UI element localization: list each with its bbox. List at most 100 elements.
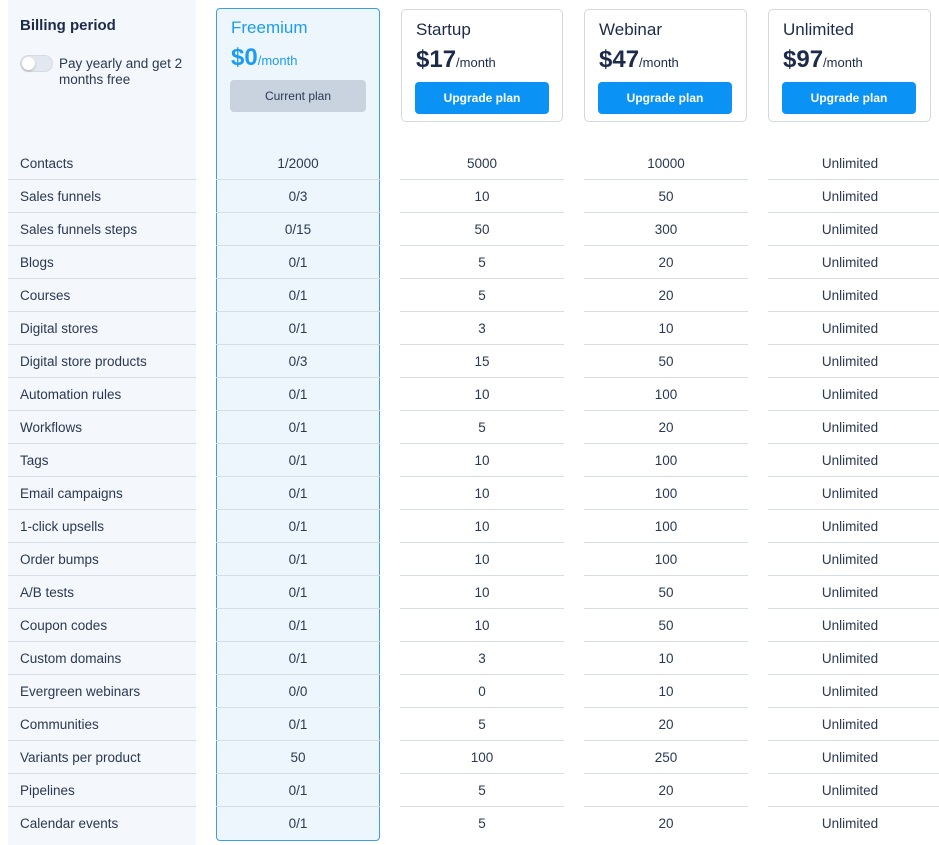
row-divider	[8, 443, 196, 444]
pay-yearly-toggle[interactable]	[20, 55, 53, 72]
feature-row: Automation rules 0/1 10 100 Unlimited	[8, 378, 939, 411]
row-divider	[400, 674, 564, 675]
feature-value: 20	[658, 717, 674, 732]
feature-label: Order bumps	[20, 552, 99, 567]
feature-row: Blogs 0/1 5 20 Unlimited	[8, 246, 939, 279]
row-divider	[768, 212, 939, 213]
feature-row: Calendar events 0/1 5 20 Unlimited	[8, 807, 939, 840]
feature-row: Communities 0/1 5 20 Unlimited	[8, 708, 939, 741]
row-divider	[768, 773, 939, 774]
feature-value: 0/1	[288, 420, 308, 435]
feature-value: 50	[658, 354, 674, 369]
feature-row: Sales funnels steps 0/15 50 300 Unlimited	[8, 213, 939, 246]
feature-row: Evergreen webinars 0/0 0 10 Unlimited	[8, 675, 939, 708]
row-divider	[400, 179, 564, 180]
row-divider	[400, 212, 564, 213]
row-divider	[216, 806, 380, 807]
row-divider	[584, 377, 748, 378]
feature-row: Sales funnels 0/3 10 50 Unlimited	[8, 180, 939, 213]
row-divider	[216, 410, 380, 411]
feature-value: 0/0	[288, 684, 308, 699]
feature-row: Digital stores 0/1 3 10 Unlimited	[8, 312, 939, 345]
feature-value: 20	[658, 255, 674, 270]
row-divider	[8, 344, 196, 345]
row-divider	[400, 509, 564, 510]
upgrade-plan-button[interactable]: Upgrade plan	[415, 82, 549, 114]
plan-name: Startup	[416, 20, 471, 39]
feature-row: Coupon codes 0/1 10 50 Unlimited	[8, 609, 939, 642]
row-divider	[8, 806, 196, 807]
row-divider	[584, 641, 748, 642]
price-amount: $0	[231, 44, 258, 71]
feature-label: Workflows	[20, 420, 83, 435]
feature-value: 50	[658, 618, 674, 633]
row-divider	[8, 608, 196, 609]
upgrade-plan-button[interactable]: Upgrade plan	[598, 82, 732, 114]
feature-value: 10	[474, 552, 490, 567]
row-divider	[768, 245, 939, 246]
feature-value: Unlimited	[821, 156, 879, 171]
feature-label: Digital stores	[20, 321, 99, 336]
feature-value: 10	[474, 519, 490, 534]
current-plan-button[interactable]: Current plan	[230, 80, 366, 112]
feature-value: Unlimited	[821, 651, 879, 666]
feature-label: Courses	[20, 288, 71, 303]
row-divider	[216, 707, 380, 708]
row-divider	[216, 641, 380, 642]
feature-value: 0/1	[288, 552, 308, 567]
row-divider	[768, 377, 939, 378]
feature-label: A/B tests	[20, 585, 75, 600]
feature-row: Variants per product 50 100 250 Unlimited	[8, 741, 939, 774]
row-divider	[584, 509, 748, 510]
feature-label: Contacts	[20, 156, 74, 171]
feature-value: 10	[658, 651, 674, 666]
row-divider	[768, 575, 939, 576]
feature-value: Unlimited	[821, 519, 879, 534]
feature-value: 20	[658, 816, 674, 831]
feature-value: 10	[658, 684, 674, 699]
feature-value: 0/1	[288, 486, 308, 501]
feature-value: 15	[474, 354, 490, 369]
row-divider	[768, 806, 939, 807]
plan-price: $47/month	[599, 46, 679, 74]
feature-label: Tags	[20, 453, 49, 468]
plan-price: $0/month	[231, 44, 297, 72]
feature-label: Automation rules	[20, 387, 122, 402]
plan-price: $97/month	[783, 46, 863, 74]
row-divider	[8, 377, 196, 378]
row-divider	[584, 806, 748, 807]
price-period: /month	[257, 53, 298, 68]
row-divider	[216, 179, 380, 180]
feature-value: 0/1	[288, 783, 308, 798]
feature-value: 0	[478, 684, 486, 699]
upgrade-plan-button[interactable]: Upgrade plan	[782, 82, 916, 114]
row-divider	[768, 707, 939, 708]
row-divider	[216, 509, 380, 510]
feature-value: 10000	[647, 156, 685, 171]
feature-label: Coupon codes	[20, 618, 108, 633]
plan-card-startup: Startup $17/month Upgrade plan	[401, 9, 563, 122]
freemium-column: Freemium $0/month Current plan	[216, 8, 380, 841]
row-divider	[400, 311, 564, 312]
feature-value: Unlimited	[821, 354, 879, 369]
row-divider	[8, 278, 196, 279]
row-divider	[216, 740, 380, 741]
feature-value: Unlimited	[821, 222, 879, 237]
feature-value: 3	[478, 651, 486, 666]
row-divider	[768, 179, 939, 180]
feature-value: Unlimited	[821, 618, 879, 633]
feature-value: 5	[478, 717, 486, 732]
feature-row: Email campaigns 0/1 10 100 Unlimited	[8, 477, 939, 510]
row-divider	[768, 608, 939, 609]
feature-value: Unlimited	[821, 255, 879, 270]
feature-value: 5	[478, 420, 486, 435]
row-divider	[768, 410, 939, 411]
row-divider	[8, 212, 196, 213]
row-divider	[584, 575, 748, 576]
row-divider	[216, 212, 380, 213]
feature-row: 1-click upsells 0/1 10 100 Unlimited	[8, 510, 939, 543]
feature-value: 300	[654, 222, 678, 237]
plan-name: Webinar	[599, 20, 662, 39]
row-divider	[768, 641, 939, 642]
row-divider	[8, 311, 196, 312]
